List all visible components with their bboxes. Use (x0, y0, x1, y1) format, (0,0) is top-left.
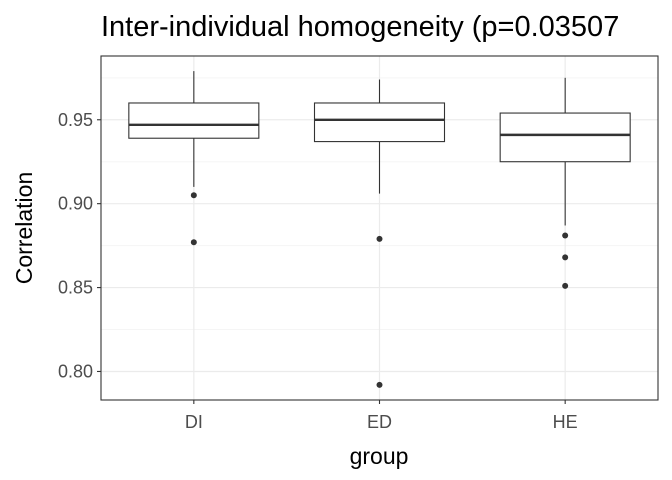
outlier-point (562, 254, 569, 261)
y-tick-label: 0.80 (58, 361, 93, 381)
x-ticks-layer: DI ED HE (185, 400, 578, 432)
box-di (128, 71, 260, 246)
outlier-point (190, 239, 197, 246)
outlier-point (190, 192, 197, 199)
chart-title: Inter-individual homogeneity (p=0.03507 (101, 11, 619, 43)
outlier-point (376, 381, 383, 388)
outlier-point (376, 235, 383, 242)
y-tick-label: 0.95 (58, 110, 93, 130)
panel-border (100, 55, 659, 401)
boxes-layer (128, 71, 631, 388)
outlier-point (562, 232, 569, 239)
y-tick-label: 0.90 (58, 194, 93, 214)
box-he (499, 77, 631, 289)
x-tick-label: HE (553, 412, 578, 432)
outlier-point (562, 282, 569, 289)
box-iqr (128, 102, 260, 139)
x-axis-title: group (350, 443, 409, 469)
y-ticks-layer: 0.80 0.85 0.90 0.95 (58, 110, 101, 381)
box-ed (313, 79, 446, 388)
y-tick-label: 0.85 (58, 278, 93, 298)
x-tick-label: ED (367, 412, 392, 432)
box-iqr (313, 102, 446, 143)
box-iqr (499, 112, 631, 163)
x-tick-label: DI (185, 412, 203, 432)
y-axis-title: Correlation (11, 172, 37, 285)
